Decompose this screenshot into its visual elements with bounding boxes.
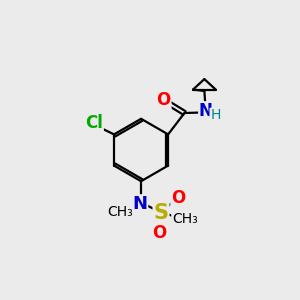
Text: O: O [152,224,166,242]
Text: N: N [132,195,147,213]
Text: CH₃: CH₃ [172,212,198,226]
Text: CH₃: CH₃ [107,205,133,219]
Text: H: H [210,108,220,122]
Text: Cl: Cl [85,113,103,131]
Text: S: S [154,203,169,223]
Text: N: N [199,102,213,120]
Text: O: O [171,189,185,207]
Text: O: O [157,91,171,109]
